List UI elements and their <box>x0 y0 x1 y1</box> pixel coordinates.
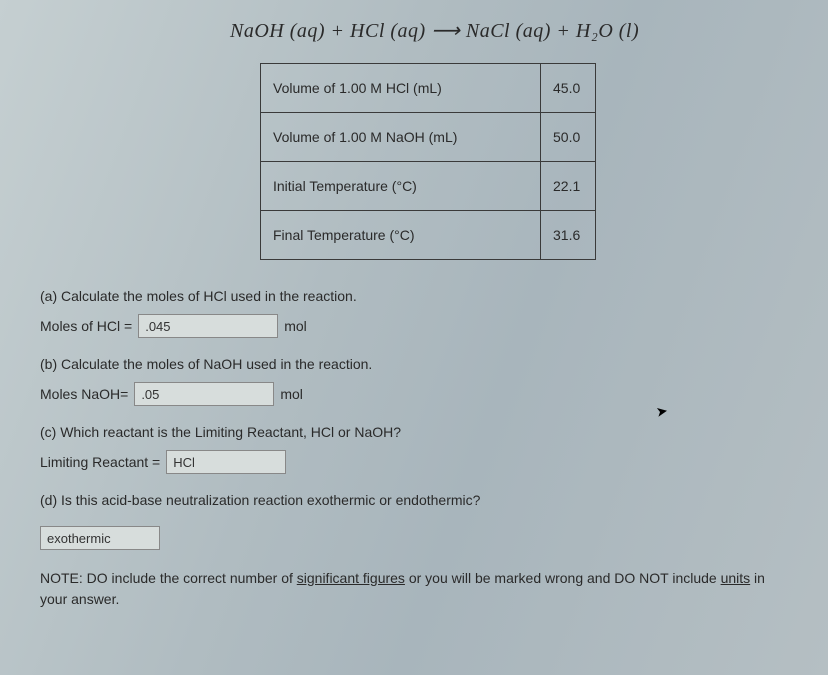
question-c-label: Limiting Reactant = <box>40 454 160 470</box>
note-units: units <box>721 570 751 586</box>
table-cell-value: 45.0 <box>541 64 596 113</box>
question-b-label: Moles NaOH= <box>40 386 128 402</box>
note-text: NOTE: DO include the correct number of s… <box>40 568 788 610</box>
limiting-reactant-input[interactable] <box>166 450 286 474</box>
question-c: (c) Which reactant is the Limiting React… <box>40 424 788 474</box>
data-table: Volume of 1.00 M HCl (mL) 45.0 Volume of… <box>260 63 596 260</box>
question-c-prompt: (c) Which reactant is the Limiting React… <box>40 424 788 440</box>
table-cell-value: 22.1 <box>541 162 596 211</box>
note-mid: or you will be marked wrong and DO NOT i… <box>405 570 721 586</box>
table-cell-value: 50.0 <box>541 113 596 162</box>
table-row: Volume of 1.00 M NaOH (mL) 50.0 <box>261 113 596 162</box>
table-cell-label: Final Temperature (°C) <box>261 211 541 260</box>
table-row: Volume of 1.00 M HCl (mL) 45.0 <box>261 64 596 113</box>
question-a-prompt: (a) Calculate the moles of HCl used in t… <box>40 288 788 304</box>
note-prefix: NOTE: DO include the correct number of <box>40 570 297 586</box>
question-a-unit: mol <box>284 318 307 334</box>
table-cell-label: Initial Temperature (°C) <box>261 162 541 211</box>
question-a-label: Moles of HCl = <box>40 318 132 334</box>
table-cell-label: Volume of 1.00 M NaOH (mL) <box>261 113 541 162</box>
note-sigfig: significant figures <box>297 570 405 586</box>
question-d-prompt: (d) Is this acid-base neutralization rea… <box>40 492 788 508</box>
table-row: Initial Temperature (°C) 22.1 <box>261 162 596 211</box>
question-a: (a) Calculate the moles of HCl used in t… <box>40 288 788 338</box>
question-b-unit: mol <box>280 386 303 402</box>
question-b-prompt: (b) Calculate the moles of NaOH used in … <box>40 356 788 372</box>
moles-hcl-input[interactable] <box>138 314 278 338</box>
question-d: (d) Is this acid-base neutralization rea… <box>40 492 788 508</box>
exothermic-input[interactable] <box>40 526 160 550</box>
question-b: (b) Calculate the moles of NaOH used in … <box>40 356 788 406</box>
table-cell-value: 31.6 <box>541 211 596 260</box>
table-row: Final Temperature (°C) 31.6 <box>261 211 596 260</box>
chemical-equation: NaOH (aq) + HCl (aq) ⟶ NaCl (aq) + H₂O (… <box>230 18 788 43</box>
moles-naoh-input[interactable] <box>134 382 274 406</box>
table-cell-label: Volume of 1.00 M HCl (mL) <box>261 64 541 113</box>
